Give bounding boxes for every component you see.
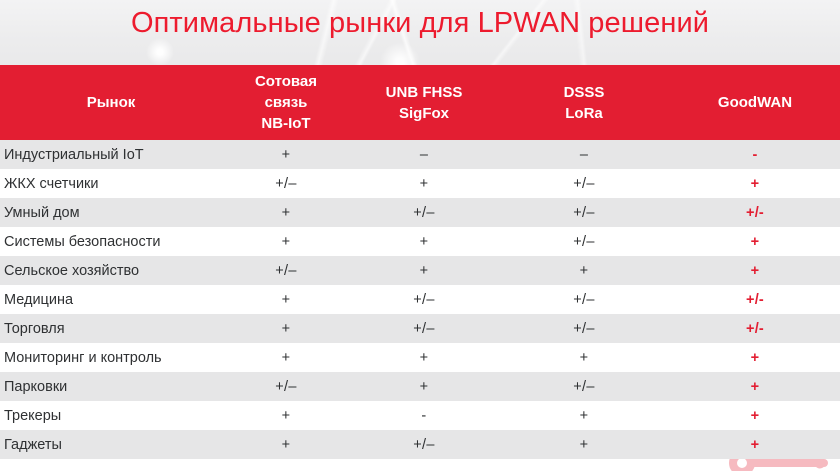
table-header-row: Рынок Сотовая связь NB-IoT UNB FHSS SigFox … [0, 65, 840, 140]
column-header-line: DSSS [563, 83, 605, 101]
cell-sigfox: +/– [350, 430, 498, 459]
cell-nbiot: +/– [222, 256, 350, 285]
comparison-table-wrapper: Рынок Сотовая связь NB-IoT UNB FHSS SigFox … [0, 65, 840, 459]
table-row: Индустриальный IoT + – – - [0, 140, 840, 169]
cell-sigfox: – [350, 140, 498, 169]
row-label-market: Медицина [0, 285, 222, 314]
cell-sigfox: + [350, 372, 498, 401]
row-label-market: Гаджеты [0, 430, 222, 459]
background-texture [0, 0, 840, 66]
table-row: Трекеры + - + + [0, 401, 840, 430]
column-header-line: связь [264, 94, 308, 111]
table-row: Торговля + +/– +/– +/- [0, 314, 840, 343]
cell-sigfox: + [350, 169, 498, 198]
cell-goodwan: + [670, 401, 840, 430]
cell-nbiot: + [222, 430, 350, 459]
row-label-market: Мониторинг и контроль [0, 343, 222, 372]
column-header-goodwan: GoodWAN [670, 65, 840, 140]
table-row: Медицина + +/– +/– +/- [0, 285, 840, 314]
column-header-nbiot: Сотовая связь NB-IoT [222, 65, 350, 140]
cell-sigfox: - [350, 401, 498, 430]
cell-lora: +/– [498, 372, 670, 401]
cell-lora: + [498, 430, 670, 459]
row-label-market: Системы безопасности [0, 227, 222, 256]
page-title: Оптимальные рынки для LPWAN решений [130, 7, 710, 39]
cell-nbiot: + [222, 198, 350, 227]
cell-goodwan: + [670, 430, 840, 459]
cell-lora: +/– [498, 314, 670, 343]
cell-goodwan: + [670, 256, 840, 285]
cell-nbiot: + [222, 227, 350, 256]
cell-sigfox: + [350, 227, 498, 256]
cell-lora: + [498, 256, 670, 285]
column-header-line: GoodWAN [717, 94, 793, 111]
cell-lora: +/– [498, 227, 670, 256]
cell-goodwan: + [670, 169, 840, 198]
cell-lora: +/– [498, 169, 670, 198]
cell-goodwan: + [670, 343, 840, 372]
row-label-market: Умный дом [0, 198, 222, 227]
cell-goodwan: - [670, 140, 840, 169]
column-header-lora: DSSS LoRa [498, 65, 670, 140]
cell-goodwan: +/- [670, 285, 840, 314]
lpwan-market-comparison-table: Рынок Сотовая связь NB-IoT UNB FHSS SigFox … [0, 65, 840, 459]
row-label-market: Индустриальный IoT [0, 140, 222, 169]
column-header-line: Сотовая [254, 73, 318, 90]
cell-goodwan: + [670, 227, 840, 256]
cell-sigfox: +/– [350, 314, 498, 343]
table-row: Мониторинг и контроль + + + + [0, 343, 840, 372]
cell-sigfox: +/– [350, 198, 498, 227]
table-row: Парковки +/– + +/– + [0, 372, 840, 401]
table-row: Системы безопасности + + +/– + [0, 227, 840, 256]
cell-nbiot: +/– [222, 169, 350, 198]
row-label-market: Торговля [0, 314, 222, 343]
cell-lora: +/– [498, 198, 670, 227]
row-label-market: Сельское хозяйство [0, 256, 222, 285]
row-label-market: ЖКХ счетчики [0, 169, 222, 198]
cell-nbiot: + [222, 140, 350, 169]
table-body: Индустриальный IoT + – – - ЖКХ счетчики +/– + +/… [0, 140, 840, 459]
cell-goodwan: + [670, 372, 840, 401]
cell-sigfox: + [350, 256, 498, 285]
row-label-market: Парковки [0, 372, 222, 401]
cell-sigfox: +/– [350, 285, 498, 314]
cell-sigfox: + [350, 343, 498, 372]
cell-nbiot: + [222, 343, 350, 372]
column-header-line: UNB FHSS [385, 83, 463, 101]
cell-goodwan: +/- [670, 314, 840, 343]
column-header-line: LoRa [565, 104, 603, 122]
column-header-market: Рынок [0, 65, 222, 140]
cell-lora: – [498, 140, 670, 169]
column-header-line: SigFox [398, 104, 449, 122]
cell-lora: + [498, 401, 670, 430]
cell-lora: + [498, 343, 670, 372]
cell-goodwan: +/- [670, 198, 840, 227]
table-row: Сельское хозяйство +/– + + + [0, 256, 840, 285]
column-header-sigfox: UNB FHSS SigFox [350, 65, 498, 140]
table-row: Умный дом + +/– +/– +/- [0, 198, 840, 227]
column-header-line: Рынок [86, 94, 136, 111]
cell-nbiot: +/– [222, 372, 350, 401]
table-header: Рынок Сотовая связь NB-IoT UNB FHSS SigFox … [0, 65, 840, 140]
cell-nbiot: + [222, 314, 350, 343]
table-row: Гаджеты + +/– + + [0, 430, 840, 459]
cell-lora: +/– [498, 285, 670, 314]
cell-nbiot: + [222, 401, 350, 430]
row-label-market: Трекеры [0, 401, 222, 430]
cell-nbiot: + [222, 285, 350, 314]
column-header-line: NB-IoT [261, 115, 311, 132]
table-row: ЖКХ счетчики +/– + +/– + [0, 169, 840, 198]
